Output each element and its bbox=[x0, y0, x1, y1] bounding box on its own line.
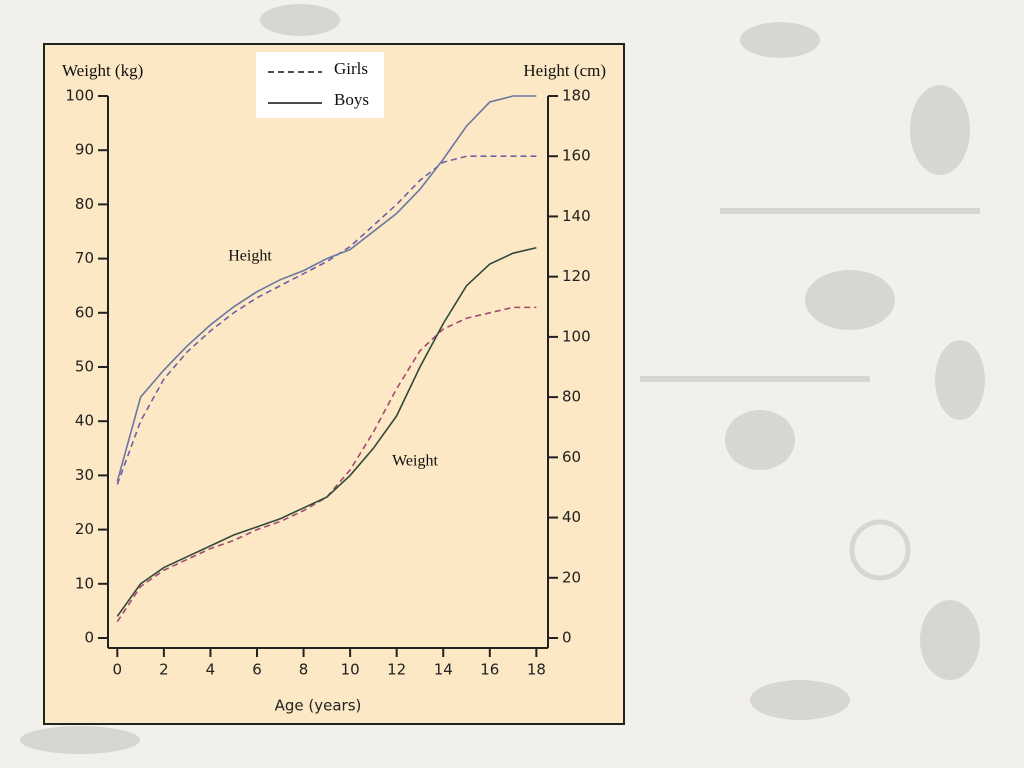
background-figures bbox=[20, 4, 985, 754]
y-tick-label: 0 bbox=[84, 629, 94, 647]
x-tick-label: 2 bbox=[159, 661, 169, 679]
y-tick-label: 100 bbox=[65, 87, 94, 105]
y-tick-label: 80 bbox=[75, 195, 94, 213]
legend-label: Boys bbox=[334, 90, 369, 109]
y-tick-label: 50 bbox=[75, 358, 94, 376]
annotation: Weight bbox=[392, 453, 438, 470]
y-tick-label: 10 bbox=[75, 574, 94, 592]
y2-tick-label: 100 bbox=[562, 327, 591, 345]
y2-tick-label: 20 bbox=[562, 568, 581, 586]
y2-axis-title: Height (cm) bbox=[523, 61, 606, 80]
series-line bbox=[116, 95, 537, 482]
x-tick-label: 16 bbox=[480, 661, 499, 679]
y-tick-label: 40 bbox=[75, 412, 94, 430]
x-tick-label: 8 bbox=[299, 661, 309, 679]
y2-tick-label: 180 bbox=[562, 87, 591, 105]
y-tick-label: 60 bbox=[75, 303, 94, 321]
legend-label: Girls bbox=[334, 59, 368, 78]
x-axis-title: Age (years) bbox=[275, 697, 362, 715]
legend bbox=[256, 52, 384, 118]
x-tick-label: 14 bbox=[434, 661, 453, 679]
series-line bbox=[116, 306, 537, 623]
x-tick-label: 6 bbox=[252, 661, 262, 679]
y-tick-label: 20 bbox=[75, 520, 94, 538]
y-tick-label: 30 bbox=[75, 466, 94, 484]
x-tick-label: 0 bbox=[113, 661, 123, 679]
y2-tick-label: 0 bbox=[562, 629, 572, 647]
y-axis-title: Weight (kg) bbox=[62, 61, 143, 80]
annotation: Height bbox=[228, 248, 272, 265]
series-line bbox=[116, 155, 537, 485]
x-tick-label: 12 bbox=[387, 661, 406, 679]
series-line bbox=[116, 246, 537, 617]
y-tick-label: 90 bbox=[75, 141, 94, 159]
y2-tick-label: 160 bbox=[562, 147, 591, 165]
y2-tick-label: 80 bbox=[562, 388, 581, 406]
y-tick-label: 70 bbox=[75, 249, 94, 267]
chart-panel bbox=[43, 43, 625, 725]
x-tick-label: 18 bbox=[527, 661, 546, 679]
y2-tick-label: 120 bbox=[562, 267, 591, 285]
x-tick-label: 10 bbox=[341, 661, 360, 679]
y2-tick-label: 40 bbox=[562, 508, 581, 526]
y2-tick-label: 60 bbox=[562, 448, 581, 466]
y2-tick-label: 140 bbox=[562, 207, 591, 225]
x-tick-label: 4 bbox=[206, 661, 216, 679]
